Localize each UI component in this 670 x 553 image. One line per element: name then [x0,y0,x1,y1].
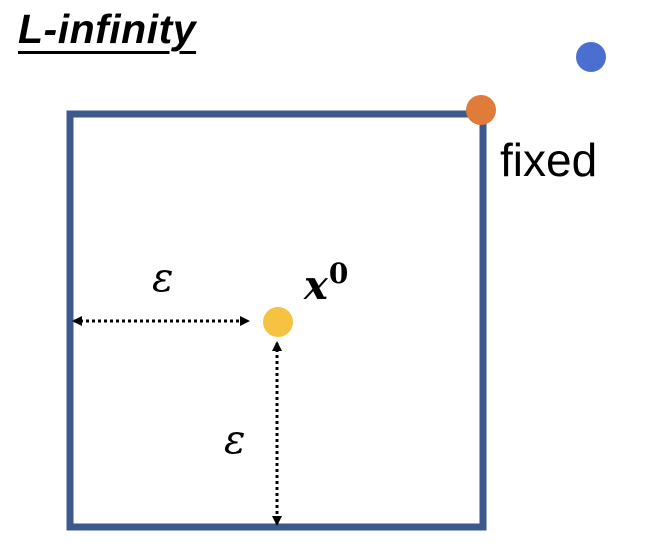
x0-label: x0 [304,260,348,306]
center-point-x0 [263,307,293,337]
diagram-title: L-infinity [18,6,197,52]
x0-base: x [304,262,328,309]
fixed-label: fixed [500,134,598,186]
outside-point [576,42,606,72]
linf-ball-square [66,110,487,531]
epsilon-horizontal-label: ε [152,255,174,301]
corner-point-fixed [466,95,496,125]
x0-superscript: 0 [328,257,349,290]
epsilon-vertical-label: ε [224,417,246,463]
